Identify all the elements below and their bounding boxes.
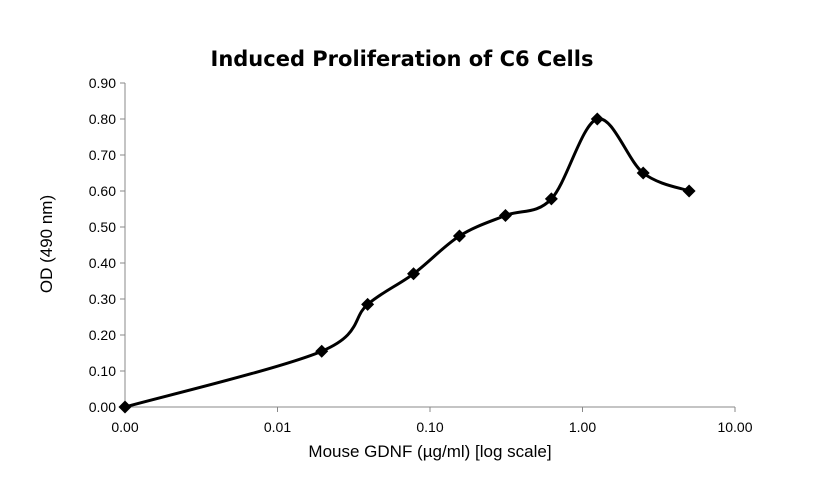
x-axis-ticks: 0.00 0.01 0.10 1.00 10.00 xyxy=(111,407,753,435)
y-tick-label: 0.80 xyxy=(89,111,116,127)
y-tick-label: 0.50 xyxy=(89,219,116,235)
chart-title: Induced Proliferation of C6 Cells xyxy=(211,47,594,71)
x-axis-label: Mouse GDNF (µg/ml) [log scale] xyxy=(308,442,551,461)
data-point-marker xyxy=(590,112,604,126)
x-tick-label: 0.00 xyxy=(111,419,138,435)
y-tick-label: 0.00 xyxy=(89,399,116,415)
data-point-marker xyxy=(407,267,421,281)
y-tick-label: 0.10 xyxy=(89,363,116,379)
x-tick-label: 1.00 xyxy=(569,419,596,435)
y-tick-label: 0.90 xyxy=(89,75,116,91)
data-point-marker xyxy=(315,344,329,358)
data-point-marker xyxy=(452,229,466,243)
data-point-marker xyxy=(498,208,512,222)
data-point-marker xyxy=(361,297,375,311)
y-tick-label: 0.20 xyxy=(89,327,116,343)
x-tick-label: 10.00 xyxy=(717,419,752,435)
series-line xyxy=(124,117,690,409)
y-tick-label: 0.60 xyxy=(89,183,116,199)
data-point-marker xyxy=(682,184,696,198)
y-axis-ticks: 0.00 0.10 0.20 0.30 0.40 0.50 0.60 0.70 0.80 0.90 xyxy=(89,75,125,415)
y-tick-label: 0.40 xyxy=(89,255,116,271)
data-point-marker xyxy=(118,400,132,414)
x-tick-label: 0.10 xyxy=(416,419,443,435)
y-tick-label: 0.30 xyxy=(89,291,116,307)
x-tick-label: 0.01 xyxy=(264,419,291,435)
y-axis-label: OD (490 nm) xyxy=(37,195,56,293)
data-point-marker xyxy=(636,166,650,180)
y-tick-label: 0.70 xyxy=(89,147,116,163)
data-point-marker xyxy=(544,192,558,206)
data-markers xyxy=(118,112,696,414)
